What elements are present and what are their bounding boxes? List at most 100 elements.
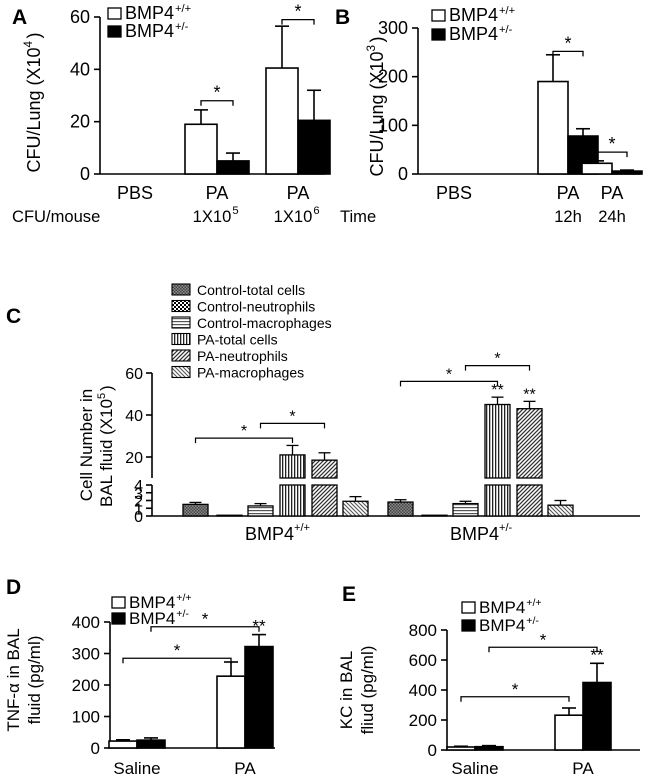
category-sublabel: 1X10 bbox=[193, 207, 232, 226]
legend-swatch bbox=[111, 596, 126, 609]
y-tick-label: 60 bbox=[125, 366, 143, 383]
panel-letter-e: E bbox=[342, 583, 356, 606]
y-axis-label-line1: Cell Number in bbox=[77, 389, 96, 501]
significance-star: * bbox=[494, 351, 500, 368]
category-label: PA bbox=[557, 183, 580, 203]
legend-label-exp: +/+ bbox=[176, 592, 191, 604]
bar-lower-segment bbox=[279, 484, 306, 517]
bar bbox=[611, 170, 643, 175]
y-tick-label: 20 bbox=[70, 112, 90, 132]
legend-label-exp: +/- bbox=[526, 615, 539, 627]
x-row-label: CFU/mouse bbox=[12, 207, 100, 226]
legend-label: Control-macrophages bbox=[197, 315, 332, 331]
y-axis-label-line2: fluid (pg/ml) bbox=[25, 636, 44, 725]
bar bbox=[297, 119, 331, 175]
y-tick-label: 400 bbox=[72, 613, 100, 632]
bar-upper-segment bbox=[516, 408, 543, 479]
y-axis-label-close: ) bbox=[24, 32, 44, 38]
significance-star: * bbox=[540, 630, 547, 649]
panel-letter-b: B bbox=[335, 6, 350, 29]
category-label: PBS bbox=[436, 183, 472, 203]
bar-upper-segment bbox=[311, 459, 338, 479]
legend-label-exp: +/- bbox=[176, 608, 189, 620]
y-axis-label-close: ) bbox=[97, 385, 116, 391]
y-tick-label: 300 bbox=[378, 18, 408, 38]
category-sublabel-exp: 5 bbox=[232, 205, 238, 217]
bar bbox=[108, 740, 138, 749]
y-axis-label-line2: BAL fluid (X10 bbox=[97, 399, 116, 507]
legend-label: Control-neutrophils bbox=[197, 299, 315, 315]
category-label: BMP4 bbox=[450, 524, 499, 544]
bar-upper-segment bbox=[484, 403, 511, 479]
bar bbox=[537, 80, 569, 175]
significance-annotation: ** bbox=[590, 645, 604, 664]
y-tick-label: 200 bbox=[409, 711, 437, 730]
category-sublabel: 1X10 bbox=[274, 207, 313, 226]
legend-swatch bbox=[171, 316, 191, 329]
bar bbox=[452, 502, 479, 517]
legend-label: PA-neutrophils bbox=[197, 348, 288, 364]
y-axis-label-close: ) bbox=[367, 36, 387, 42]
legend-label-exp: +/- bbox=[175, 21, 189, 33]
legend-swatch bbox=[461, 601, 476, 614]
legend-label: BMP4 bbox=[449, 5, 498, 25]
y-tick-label: 60 bbox=[70, 7, 90, 27]
y-tick-label: 0 bbox=[80, 164, 90, 184]
y-tick-label: 200 bbox=[72, 676, 100, 695]
bar bbox=[216, 514, 243, 517]
bar bbox=[265, 67, 299, 175]
bar bbox=[581, 162, 613, 175]
bar bbox=[182, 503, 209, 517]
y-axis-label-line1: KC in BAL bbox=[337, 651, 356, 729]
significance-bracket bbox=[122, 657, 232, 664]
legend-label-exp: +/- bbox=[499, 24, 513, 36]
category-label: PA bbox=[601, 183, 624, 203]
bar bbox=[184, 123, 218, 175]
significance-star: * bbox=[512, 680, 519, 699]
y-axis-label-exp: 5 bbox=[96, 393, 108, 399]
significance-star: * bbox=[564, 33, 571, 53]
legend-label: BMP4 bbox=[479, 598, 525, 617]
legend-swatch bbox=[171, 283, 191, 296]
bar bbox=[216, 160, 250, 175]
significance-bracket bbox=[281, 18, 315, 25]
y-axis-label-exp: 3 bbox=[365, 45, 378, 52]
bar bbox=[387, 501, 414, 517]
legend-label: BMP4 bbox=[125, 3, 174, 23]
legend-swatch bbox=[461, 619, 476, 632]
significance-bracket bbox=[460, 696, 570, 702]
category-label: PA bbox=[287, 183, 310, 203]
y-axis-label-line1: TNF-α in BAL bbox=[4, 628, 23, 731]
y-tick-label: 4 bbox=[134, 478, 143, 495]
bar bbox=[216, 675, 246, 749]
y-tick-label: 40 bbox=[125, 408, 143, 425]
significance-annotation: ** bbox=[491, 382, 503, 399]
significance-star: * bbox=[174, 641, 181, 660]
significance-bracket bbox=[488, 646, 598, 653]
y-tick-label: 20 bbox=[125, 450, 143, 467]
bar bbox=[421, 514, 448, 517]
significance-bracket bbox=[259, 422, 326, 429]
legend-label: BMP4 bbox=[125, 21, 174, 41]
legend-label: BMP4 bbox=[129, 593, 175, 612]
significance-star: * bbox=[202, 610, 209, 629]
bar bbox=[136, 739, 166, 749]
category-label: Saline bbox=[113, 759, 160, 778]
y-axis-label-line2: fliud (pg/ml) bbox=[358, 646, 377, 735]
significance-bracket bbox=[200, 100, 234, 106]
category-sublabel-exp: 6 bbox=[313, 205, 319, 217]
panel-letter-c: C bbox=[6, 305, 21, 328]
legend-swatch bbox=[171, 332, 191, 346]
legend-swatch bbox=[171, 299, 191, 313]
bar bbox=[244, 645, 274, 749]
legend-swatch bbox=[111, 612, 126, 625]
bar-lower-segment bbox=[311, 484, 338, 517]
y-axis-label-text: CFU/Lung (X10 bbox=[367, 51, 387, 176]
legend-swatch bbox=[431, 9, 446, 22]
legend-label-exp: +/+ bbox=[175, 3, 191, 15]
y-tick-label: 0 bbox=[134, 509, 143, 526]
legend-label: BMP4 bbox=[479, 616, 525, 635]
